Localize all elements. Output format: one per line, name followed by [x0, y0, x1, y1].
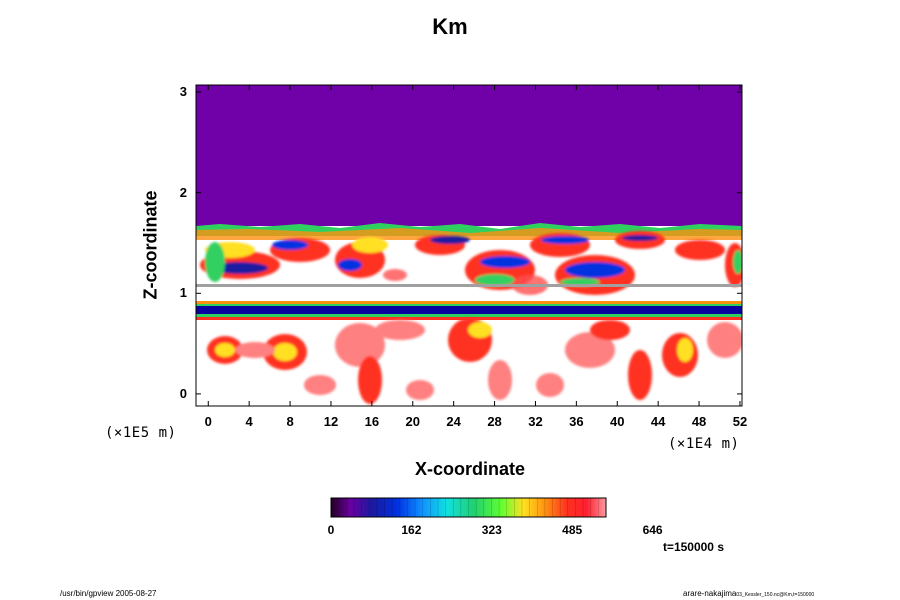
colorbar [330, 497, 607, 518]
x-tick-label: 16 [364, 414, 380, 429]
x-tick-label: 12 [323, 414, 339, 429]
time-label: t=150000 s [662, 540, 724, 554]
y-tick-label: 2 [179, 184, 187, 200]
colorbar-tick-label: 0 [327, 523, 335, 537]
y-axis-label: Z-coordinate [140, 190, 161, 300]
x-tick-label: 40 [610, 414, 625, 429]
chart-title: Km [432, 14, 468, 39]
y-tick-label: 0 [179, 385, 187, 401]
colorbar-tick-label: 323 [481, 523, 502, 537]
footer-right: arare-nakajima03_Kessler_150.nc@Km,t=150… [683, 589, 814, 598]
x-tick-label: 28 [487, 414, 502, 429]
footer-right-small: 03_Kessler_150.nc@Km,t=150000 [736, 592, 815, 598]
plot-frame [195, 84, 743, 407]
footer-right-main: arare-nakajima [683, 589, 737, 598]
x-scale-label: (×1E4 m) [668, 436, 740, 452]
colorbar-tick-label: 646 [642, 523, 663, 537]
tick-marks [196, 85, 742, 406]
blue-band [196, 306, 742, 315]
heatmap-field [196, 85, 742, 406]
x-tick-label: 8 [286, 414, 294, 429]
y-tick-label: 3 [179, 84, 187, 100]
x-tick-label: 20 [405, 414, 420, 429]
x-tick-label: 4 [245, 414, 253, 429]
x-tick-label: 52 [732, 414, 748, 429]
x-tick-label: 44 [650, 414, 666, 429]
x-tick-label: 36 [569, 414, 584, 429]
x-tick-label: 24 [446, 414, 461, 429]
colorbar-divisions [338, 498, 599, 517]
x-axis-label: X-coordinate [414, 459, 525, 479]
colorbar-tick-label: 485 [562, 523, 583, 537]
x-tick-label: 48 [691, 414, 707, 429]
x-tick-label: 32 [528, 414, 543, 429]
x-tick-label: 0 [204, 414, 212, 429]
zero-layer [196, 85, 742, 226]
y-scale-label: (×1E5 m) [105, 425, 177, 441]
colorbar-tick-label: 162 [401, 523, 422, 537]
footer-left: /usr/bin/gpview 2005-08-27 [60, 589, 157, 598]
y-tick-label: 1 [179, 285, 187, 301]
